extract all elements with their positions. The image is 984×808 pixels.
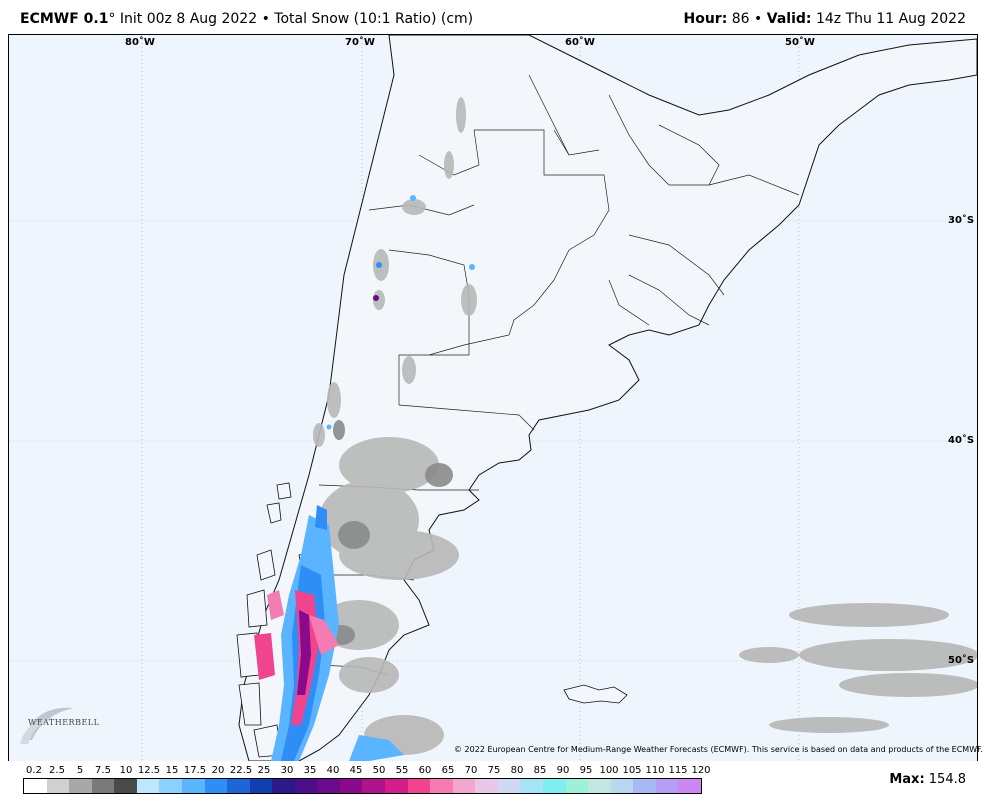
legend-label: 115 — [668, 765, 688, 776]
legend-label: 120 — [691, 765, 711, 776]
legend-swatch — [407, 779, 431, 793]
legend-swatch — [136, 779, 160, 793]
legend-label: 5 — [76, 765, 84, 776]
lon-label-80w: 80˚W — [125, 37, 155, 48]
legend-swatch — [227, 779, 250, 793]
legend-swatch — [588, 779, 611, 793]
falkland-islands — [563, 684, 628, 704]
legend-swatch — [655, 779, 679, 793]
weatherbell-logo-icon — [20, 707, 74, 744]
legend-swatch — [339, 779, 363, 793]
legend-label: 35 — [303, 765, 317, 776]
legend-label: 55 — [395, 765, 409, 776]
legend-label: 50 — [372, 765, 386, 776]
legend-swatch — [565, 779, 589, 793]
legend-swatch — [46, 779, 70, 793]
legend-label: 70 — [464, 765, 478, 776]
legend-labels: 0.2 2.5 5 7.5 10 12.5 15 17.5 20 22.5 25 30 35 40 45 50… — [24, 765, 711, 777]
legend-label: 20 — [211, 765, 225, 776]
snow-medium — [327, 420, 453, 645]
legend-label: 65 — [441, 765, 455, 776]
legend-label: 7.5 — [95, 765, 111, 776]
product-name: Total Snow (10:1 Ratio) (cm) — [274, 11, 474, 27]
valid-value: 14z Thu 11 Aug 2022 — [815, 11, 966, 27]
land-south-america — [238, 35, 977, 761]
legend-swatch — [520, 779, 543, 793]
forecast-time: Hour: 86 • Valid: 14z Thu 11 Aug 2022 — [684, 11, 967, 27]
hour-label: Hour: — [683, 11, 728, 27]
legend-label: 110 — [645, 765, 665, 776]
legend-swatch — [497, 779, 521, 793]
legend-swatch — [362, 779, 385, 793]
legend-swatch — [181, 779, 205, 793]
copyright-notice: © 2022 European Centre for Medium-Range … — [454, 745, 983, 754]
legend-label: 0.2 — [26, 765, 42, 776]
legend-swatch — [475, 779, 498, 793]
legend-label: 12.5 — [137, 765, 161, 776]
legend-swatch — [317, 779, 340, 793]
legend-label: 90 — [556, 765, 570, 776]
init-time: Init 00z 8 Aug 2022 — [119, 11, 258, 27]
legend-swatch — [69, 779, 92, 793]
snow-ocean — [739, 603, 977, 733]
legend-label: 15 — [165, 765, 179, 776]
legend-swatch — [294, 779, 318, 793]
legend-swatch — [610, 779, 634, 793]
legend-label: 75 — [487, 765, 501, 776]
legend-label: 85 — [533, 765, 547, 776]
legend-label: 30 — [280, 765, 294, 776]
legend-swatch — [633, 779, 656, 793]
lon-label-50w: 50˚W — [785, 37, 815, 48]
legend-swatch — [159, 779, 182, 793]
color-scale-bar — [23, 778, 702, 794]
separator: • — [754, 11, 763, 27]
legend-swatch — [91, 779, 115, 793]
header: ECMWF 0.1° Init 00z 8 Aug 2022 • Total S… — [0, 0, 984, 34]
legend-label: 95 — [579, 765, 593, 776]
legend-label: 100 — [599, 765, 619, 776]
lon-label-70w: 70˚W — [345, 37, 375, 48]
legend-label: 2.5 — [49, 765, 65, 776]
legend-swatch — [249, 779, 273, 793]
legend-swatch — [24, 779, 47, 793]
legend-swatch — [114, 779, 137, 793]
fjord-islands — [236, 482, 312, 758]
logo-text: WEATHERBELL — [28, 718, 100, 727]
legend-swatch — [542, 779, 566, 793]
legend-label: 45 — [349, 765, 363, 776]
lat-label-40s: 40˚S — [948, 435, 975, 446]
title-bar: ECMWF 0.1° Init 00z 8 Aug 2022 • Total S… — [20, 11, 473, 27]
lon-label-60w: 60˚W — [565, 37, 595, 48]
legend-swatch — [678, 779, 701, 793]
max-value-readout: Max: 154.8 — [889, 772, 966, 787]
legend-swatch — [272, 779, 295, 793]
legend-label: 25 — [257, 765, 271, 776]
model-name: ECMWF 0.1 — [20, 11, 109, 27]
legend-label: 60 — [418, 765, 432, 776]
hour-value: 86 — [731, 11, 750, 27]
valid-label: Valid: — [766, 11, 812, 27]
lat-label-50s: 50˚S — [948, 655, 975, 666]
legend-swatch — [204, 779, 228, 793]
snow-map — [8, 34, 978, 761]
legend-swatch — [430, 779, 453, 793]
max-value: 154.8 — [928, 772, 966, 787]
map-canvas — [9, 35, 977, 761]
degree-symbol: ° — [108, 11, 116, 27]
legend-label: 10 — [119, 765, 133, 776]
snow-heavy — [254, 195, 475, 761]
lat-label-30s: 30˚S — [948, 215, 975, 226]
separator: • — [261, 11, 270, 27]
legend-label: 40 — [326, 765, 340, 776]
legend-label: 80 — [510, 765, 524, 776]
max-label: Max: — [889, 772, 925, 787]
legend-label: 22.5 — [229, 765, 253, 776]
legend-swatch — [385, 779, 408, 793]
legend-label: 17.5 — [183, 765, 207, 776]
legend-swatch — [452, 779, 476, 793]
legend-label: 105 — [622, 765, 642, 776]
